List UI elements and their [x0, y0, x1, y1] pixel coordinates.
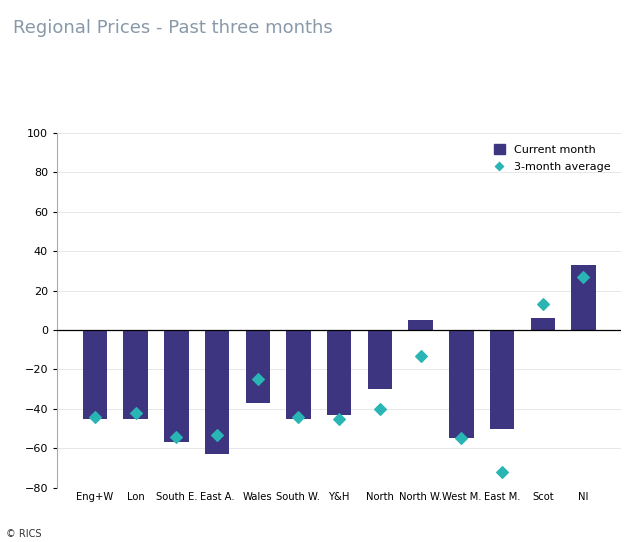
Bar — [531, 318, 555, 330]
Point — [415, 351, 425, 360]
Point — [334, 415, 344, 423]
Bar — [449, 330, 474, 438]
Point — [497, 468, 507, 476]
Bar — [287, 330, 311, 419]
Point — [375, 404, 385, 413]
Bar — [205, 330, 230, 454]
Bar — [327, 330, 351, 415]
Point — [253, 375, 263, 384]
Text: Net balance, %, SA: Net balance, %, SA — [63, 110, 174, 120]
Bar — [164, 330, 188, 442]
Bar — [124, 330, 148, 419]
Point — [538, 300, 548, 309]
Bar — [368, 330, 392, 389]
Bar — [82, 330, 107, 419]
Text: Regional Prices - Past three months: Regional Prices - Past three months — [13, 19, 332, 37]
Bar — [490, 330, 514, 429]
Bar — [245, 330, 270, 403]
Point — [294, 412, 304, 421]
Point — [131, 409, 141, 417]
Point — [90, 412, 100, 421]
Legend: Current month, 3-month average: Current month, 3-month average — [488, 138, 616, 178]
Point — [171, 432, 181, 441]
Text: Regional Breakdown - Prices - Last 3 Months: Regional Breakdown - Prices - Last 3 Mon… — [202, 109, 499, 121]
Point — [578, 273, 588, 281]
Text: © RICS: © RICS — [6, 530, 42, 539]
Bar — [571, 265, 596, 330]
Point — [456, 434, 467, 443]
Bar — [408, 320, 433, 330]
Point — [212, 430, 222, 439]
